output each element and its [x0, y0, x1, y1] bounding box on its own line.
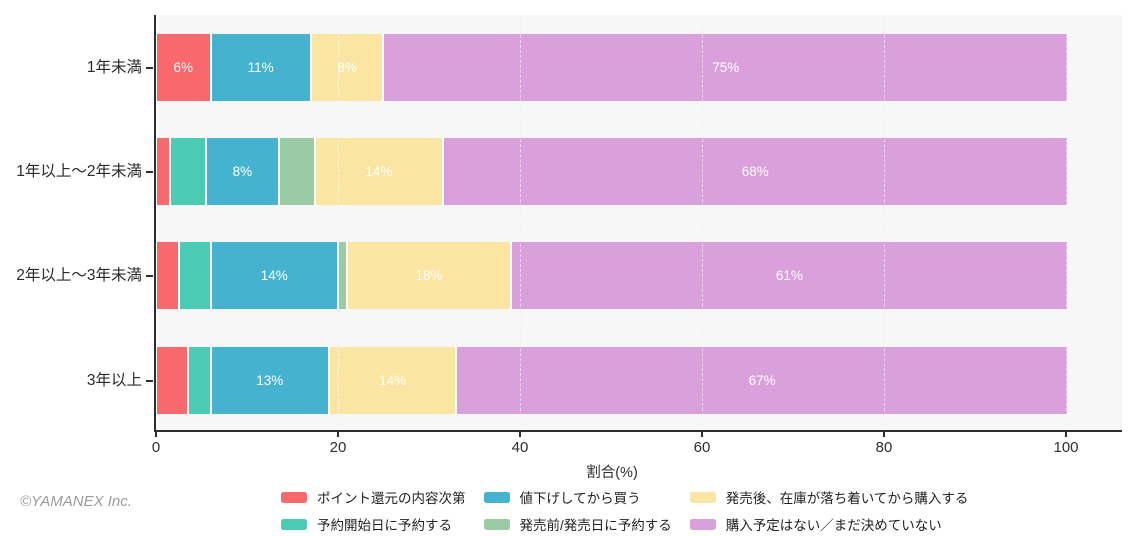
x-tick: [701, 432, 703, 437]
segment-label: 67%: [748, 373, 776, 388]
legend-swatch-teal: [281, 518, 307, 530]
bar-segment: [279, 138, 317, 205]
legend: ポイント還元の内容次第 予約開始日に予約する 値下げしてから買う 発売前/発売日…: [281, 487, 968, 534]
bar-row-under-1yr: 6% 11% 8% 75%: [157, 34, 1067, 101]
x-tick-label-60: 60: [693, 439, 711, 456]
y-axis-line: [154, 15, 156, 432]
legend-item-after-release: 発売後、在庫が落ち着いてから購入する: [689, 487, 969, 507]
legend-label: 発売前/発売日に予約する: [519, 518, 672, 533]
segment-label: 68%: [741, 164, 769, 179]
x-tick: [519, 432, 521, 437]
copyright-watermark: ©YAMANEX Inc.: [20, 493, 132, 510]
legend-label: 予約開始日に予約する: [317, 518, 452, 533]
y-label-1-2yr: 1年以上〜2年未満: [16, 163, 142, 180]
y-label-under-1yr: 1年未満: [86, 59, 142, 76]
segment-label: 75%: [712, 60, 740, 75]
bar-segment: 6%: [157, 34, 212, 101]
x-axis-title: 割合(%): [586, 465, 638, 481]
legend-swatch-blue: [483, 491, 510, 503]
bar-segment: 11%: [211, 34, 312, 101]
y-tick: [146, 379, 153, 382]
legend-item-prerelease: 発売前/発売日に予約する: [483, 514, 672, 534]
x-tick-label-40: 40: [511, 439, 529, 456]
bar-segment: 67%: [457, 347, 1067, 414]
bar-segment: [157, 347, 189, 414]
legend-item-no-plan: 購入予定はない／まだ決めていない: [689, 514, 969, 534]
legend-swatch-green: [483, 518, 510, 530]
bar-segment: [157, 138, 171, 205]
y-tick: [146, 274, 153, 277]
legend-swatch-red: [281, 491, 307, 503]
segment-label: 13%: [256, 373, 284, 388]
legend-item-preorder: 予約開始日に予約する: [281, 514, 466, 534]
x-tick: [337, 432, 339, 437]
segment-label: 14%: [365, 164, 393, 179]
x-tick-label-100: 100: [1053, 439, 1079, 456]
bar-row-3yr-plus: 13% 14% 67%: [157, 347, 1067, 414]
legend-swatch-purple: [689, 518, 716, 530]
x-tick-label-0: 0: [151, 439, 161, 456]
y-label-3yr-plus: 3年以上: [86, 372, 142, 389]
segment-label: 8%: [337, 60, 357, 75]
segment-label: 8%: [232, 164, 253, 179]
bar-segment: 68%: [443, 138, 1067, 205]
segment-label: 14%: [260, 268, 288, 283]
bar-row-2-3yr: 14% 18% 61%: [157, 242, 1067, 309]
segment-label: 18%: [415, 268, 443, 283]
legend-label: 購入予定はない／まだ決めていない: [725, 518, 942, 533]
y-label-2-3yr: 2年以上〜3年未満: [16, 267, 142, 284]
bar-segment: [170, 138, 208, 205]
bar-segment: 18%: [348, 242, 512, 309]
legend-label: 発売後、在庫が落ち着いてから購入する: [725, 491, 969, 506]
bar-segment: 13%: [211, 347, 330, 414]
legend-label: ポイント還元の内容次第: [317, 491, 466, 506]
segment-label: 14%: [379, 373, 407, 388]
x-tick-label-80: 80: [875, 439, 893, 456]
legend-label: 値下げしてから買う: [519, 491, 641, 506]
bar-segment: [188, 347, 212, 414]
bar-segment: 14%: [329, 347, 458, 414]
x-tick: [883, 432, 885, 437]
bar-segment: 14%: [316, 138, 444, 205]
bar-segment: 8%: [311, 34, 385, 101]
x-axis-line: [154, 430, 1122, 432]
legend-item-point: ポイント還元の内容次第: [281, 487, 466, 507]
x-tick-label-20: 20: [329, 439, 347, 456]
bar-segment: 14%: [211, 242, 339, 309]
segment-label: 6%: [173, 60, 194, 75]
bar-segment: [338, 242, 349, 309]
bar-segment: [157, 242, 180, 309]
segment-label: 61%: [775, 268, 803, 283]
legend-swatch-yellow: [689, 491, 716, 503]
legend-item-discount: 値下げしてから買う: [483, 487, 672, 507]
bar-segment: 75%: [384, 34, 1067, 101]
x-tick: [1065, 432, 1067, 437]
bar-segment: 8%: [207, 138, 280, 205]
x-tick: [155, 432, 157, 437]
bar-segment: [179, 242, 212, 309]
y-tick: [146, 170, 153, 173]
bar-segment: 61%: [511, 242, 1067, 309]
y-tick: [146, 66, 153, 69]
segment-label: 11%: [247, 60, 274, 75]
bar-row-1-2yr: 8% 14% 68%: [157, 138, 1067, 205]
